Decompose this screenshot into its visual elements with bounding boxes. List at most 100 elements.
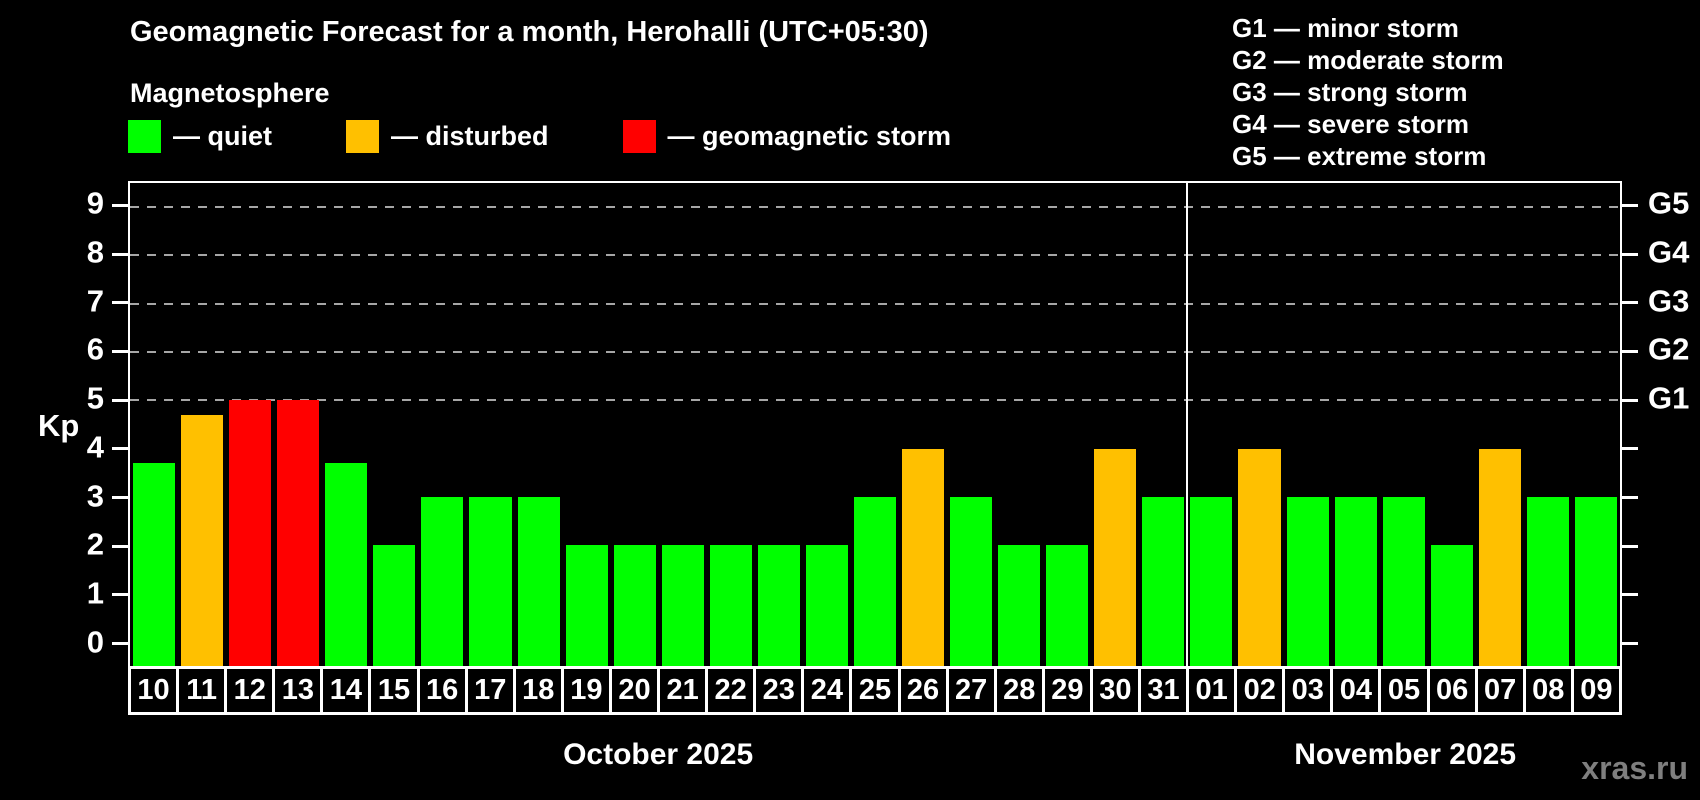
y-tick-left-1 <box>112 593 128 597</box>
kp-bar-day-13-storm <box>277 400 320 666</box>
bar-slot-day-23 <box>755 183 803 666</box>
day-label-25: 25 <box>849 666 901 715</box>
legend-swatch-storm <box>622 120 656 153</box>
kp-bar-day-25-quiet <box>853 496 896 666</box>
y-tick-right-6 <box>1622 349 1638 353</box>
y-tick-label-1: 1 <box>86 575 104 611</box>
y-axis-title: Kp <box>38 408 80 443</box>
day-label-17: 17 <box>464 666 516 715</box>
y-tick-label-5: 5 <box>86 380 104 416</box>
kp-bar-day-26-disturbed <box>902 448 945 666</box>
bar-slot-day-31 <box>1139 183 1187 666</box>
y-tick-label-7: 7 <box>86 283 104 319</box>
bar-slot-day-09 <box>1572 183 1620 666</box>
bar-slot-day-07 <box>1476 183 1524 666</box>
bar-slot-day-06 <box>1428 183 1476 666</box>
gridline-kp-8 <box>130 254 1620 257</box>
bar-slot-day-18 <box>515 183 563 666</box>
day-label-21: 21 <box>657 666 709 715</box>
chart-title: Geomagnetic Forecast for a month, Heroha… <box>130 16 929 48</box>
y-tick-right-7 <box>1622 301 1638 305</box>
bar-slot-day-17 <box>466 183 514 666</box>
bar-slot-day-08 <box>1524 183 1572 666</box>
day-label-30: 30 <box>1089 666 1141 715</box>
bar-slot-day-21 <box>659 183 707 666</box>
storm-scale-line-g3: G3 — strong storm <box>1232 77 1468 107</box>
day-label-24: 24 <box>801 666 853 715</box>
day-label-14: 14 <box>320 666 372 715</box>
gridline-kp-7 <box>130 302 1620 305</box>
bar-slot-day-10 <box>130 183 178 666</box>
y-tick-left-7 <box>112 301 128 305</box>
legend-item-quiet: — quiet <box>128 120 272 153</box>
x-axis-day-labels: 10 11 12 13 14 15 16 17 18 19 20 21 22 23 24 25 26 27 28 29… <box>128 666 1622 715</box>
storm-scale-line-g1: G1 — minor storm <box>1232 13 1459 43</box>
kp-bar-day-16-quiet <box>421 496 464 666</box>
day-label-10: 10 <box>128 666 180 715</box>
storm-scale-legend: G1 — minor storm G2 — moderate storm G3 — … <box>1232 12 1504 172</box>
legend-label-quiet: — quiet <box>173 121 272 151</box>
y-tick-left-9 <box>112 203 128 207</box>
day-label-03: 03 <box>1282 666 1334 715</box>
day-label-23: 23 <box>753 666 805 715</box>
y-tick-right-5 <box>1622 398 1638 402</box>
bar-slot-day-26 <box>899 183 947 666</box>
day-label-11: 11 <box>176 666 228 715</box>
kp-bar-day-30-disturbed <box>1094 448 1137 666</box>
day-label-06: 06 <box>1426 666 1478 715</box>
bar-slot-day-04 <box>1332 183 1380 666</box>
kp-bar-day-07-disturbed <box>1478 448 1521 666</box>
day-label-08: 08 <box>1522 666 1574 715</box>
gridline-kp-6 <box>130 351 1620 354</box>
day-label-02: 02 <box>1234 666 1286 715</box>
kp-bar-day-02-disturbed <box>1238 448 1281 666</box>
right-axis-label-g5: G5 <box>1648 185 1690 221</box>
kp-bar-day-31-quiet <box>1142 496 1185 666</box>
kp-bar-day-09-quiet <box>1574 496 1617 666</box>
bar-color-legend: — quiet — disturbed — geomagnetic storm <box>128 120 1025 153</box>
kp-bar-day-24-quiet <box>805 545 848 666</box>
legend-item-storm: — geomagnetic storm <box>622 120 952 153</box>
y-tick-left-2 <box>112 544 128 548</box>
bar-slot-day-20 <box>611 183 659 666</box>
day-label-27: 27 <box>945 666 997 715</box>
day-label-16: 16 <box>416 666 468 715</box>
day-label-19: 19 <box>560 666 612 715</box>
plot-area <box>128 181 1622 668</box>
legend-swatch-quiet <box>128 120 161 153</box>
day-label-01: 01 <box>1186 666 1238 715</box>
month-separator-line <box>1186 183 1189 666</box>
bar-slot-day-03 <box>1284 183 1332 666</box>
bar-slot-day-30 <box>1091 183 1139 666</box>
y-tick-left-4 <box>112 447 128 451</box>
right-axis-label-g2: G2 <box>1648 331 1690 367</box>
legend-label-storm: — geomagnetic storm <box>667 121 952 151</box>
kp-bar-day-28-quiet <box>998 545 1041 666</box>
bar-slot-day-05 <box>1380 183 1428 666</box>
bar-slot-day-27 <box>947 183 995 666</box>
bar-slot-day-29 <box>1043 183 1091 666</box>
month-label-october: October 2025 <box>563 738 754 771</box>
storm-scale-line-g4: G4 — severe storm <box>1232 109 1470 139</box>
y-tick-right-4 <box>1622 447 1638 451</box>
storm-scale-line-g5: G5 — extreme storm <box>1232 141 1487 171</box>
storm-scale-line-g2: G2 — moderate storm <box>1232 45 1504 75</box>
y-tick-label-3: 3 <box>86 478 104 514</box>
bar-slot-day-19 <box>563 183 611 666</box>
day-label-07: 07 <box>1474 666 1526 715</box>
bar-slot-day-14 <box>322 183 370 666</box>
y-tick-label-4: 4 <box>86 429 104 465</box>
day-label-05: 05 <box>1378 666 1430 715</box>
y-tick-right-3 <box>1622 496 1638 500</box>
y-tick-left-0 <box>112 642 128 646</box>
bar-slot-day-22 <box>707 183 755 666</box>
chart-subtitle: Magnetosphere <box>130 78 330 108</box>
kp-bar-day-11-disturbed <box>181 414 224 666</box>
kp-bar-day-12-storm <box>229 400 272 666</box>
day-label-31: 31 <box>1137 666 1190 715</box>
y-tick-label-6: 6 <box>86 331 104 367</box>
y-tick-left-6 <box>112 349 128 353</box>
bar-slot-day-01 <box>1187 183 1235 666</box>
kp-bar-day-03-quiet <box>1286 496 1329 666</box>
